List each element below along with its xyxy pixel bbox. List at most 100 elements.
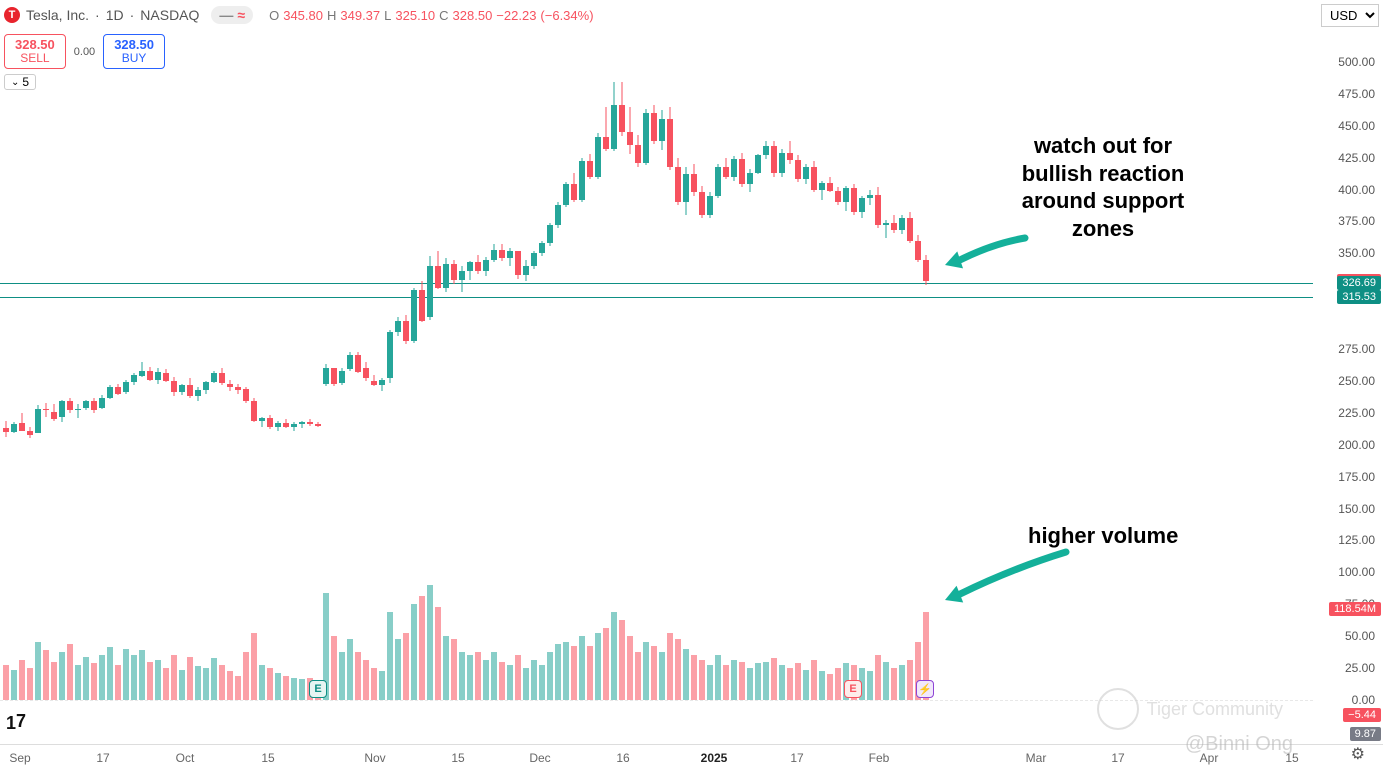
volume-bar: [219, 665, 225, 700]
volume-bar: [731, 660, 737, 700]
time-tick: 17: [1111, 751, 1124, 765]
price-tick: 25.00: [1345, 661, 1375, 675]
volume-bar: [771, 658, 777, 700]
volume-bar: [27, 668, 33, 700]
volume-bar: [275, 673, 281, 700]
volume-bar: [515, 655, 521, 700]
price-tag: 9.87: [1350, 727, 1381, 741]
annotation-volume: higher volume: [1028, 522, 1178, 550]
volume-bar: [867, 671, 873, 700]
price-tag: 118.54M: [1329, 602, 1381, 616]
volume-bar: [411, 604, 417, 700]
volume-bar: [507, 665, 513, 700]
volume-bar: [363, 660, 369, 700]
volume-bar: [419, 596, 425, 700]
price-tick: 400.00: [1338, 183, 1375, 197]
time-tick: 15: [261, 751, 274, 765]
time-tick: 16: [616, 751, 629, 765]
tradingview-logo-icon: 17: [6, 713, 26, 734]
volume-bar: [563, 642, 569, 700]
time-tick: 15: [451, 751, 464, 765]
volume-bar: [763, 662, 769, 700]
time-tick: Dec: [529, 751, 550, 765]
volume-bar: [355, 652, 361, 700]
volume-bar: [723, 665, 729, 700]
volume-bar: [107, 647, 113, 700]
volume-bar: [491, 652, 497, 700]
volume-bar: [299, 679, 305, 700]
volume-bar: [691, 655, 697, 700]
volume-bar: [571, 646, 577, 700]
price-tick: 0.00: [1352, 693, 1375, 707]
volume-bar: [603, 628, 609, 700]
time-tick: Feb: [869, 751, 890, 765]
volume-bar: [795, 663, 801, 700]
volume-bar: [467, 655, 473, 700]
price-tick: 225.00: [1338, 406, 1375, 420]
volume-bar: [899, 665, 905, 700]
chart-canvas[interactable]: E E ⚡: [0, 0, 1313, 740]
volume-bar: [3, 665, 9, 700]
volume-bar: [883, 662, 889, 700]
watermark-handle: @Binni Ong: [1185, 733, 1293, 756]
volume-bar: [827, 674, 833, 700]
volume-bar: [91, 663, 97, 700]
price-axis[interactable]: 0.0025.0050.0075.00100.00125.00150.00175…: [1313, 0, 1383, 740]
time-tick: Mar: [1026, 751, 1047, 765]
volume-bar: [179, 670, 185, 700]
volume-bar: [155, 660, 161, 700]
price-tag: −5.44: [1343, 708, 1381, 722]
event-icon[interactable]: E: [844, 680, 862, 698]
volume-bar: [667, 633, 673, 700]
volume-bar: [51, 662, 57, 700]
price-tick: 475.00: [1338, 87, 1375, 101]
time-tick: Nov: [364, 751, 385, 765]
price-tick: 250.00: [1338, 374, 1375, 388]
price-tick: 375.00: [1338, 214, 1375, 228]
price-tick: 125.00: [1338, 533, 1375, 547]
volume-bar: [427, 585, 433, 700]
volume-bar: [259, 665, 265, 700]
price-tag: 326.69: [1337, 276, 1381, 290]
volume-bar: [475, 652, 481, 700]
volume-bar: [83, 657, 89, 700]
volume-bar: [139, 650, 145, 700]
volume-bar: [19, 660, 25, 700]
volume-bar: [683, 649, 689, 700]
time-tick: 17: [96, 751, 109, 765]
volume-bar: [531, 660, 537, 700]
volume-bar: [11, 670, 17, 700]
volume-bar: [451, 639, 457, 700]
annotation-support: watch out for bullish reaction around su…: [1008, 132, 1198, 242]
volume-bar: [203, 668, 209, 700]
volume-bar: [75, 665, 81, 700]
volume-bar: [555, 644, 561, 700]
volume-bar: [267, 668, 273, 700]
event-icon[interactable]: ⚡: [916, 680, 934, 698]
volume-bar: [211, 658, 217, 700]
time-axis[interactable]: Sep17Oct15Nov15Dec16202517FebMar17Apr15: [0, 744, 1383, 770]
time-tick: 17: [790, 751, 803, 765]
volume-bar: [875, 655, 881, 700]
price-tick: 50.00: [1345, 629, 1375, 643]
event-icon[interactable]: E: [309, 680, 327, 698]
axis-settings-icon[interactable]: ⚙: [1351, 744, 1365, 764]
volume-bar: [891, 668, 897, 700]
price-tick: 450.00: [1338, 119, 1375, 133]
volume-bar: [547, 652, 553, 700]
volume-bar: [403, 633, 409, 700]
volume-bar: [35, 642, 41, 700]
volume-bar: [67, 644, 73, 700]
volume-bar: [147, 662, 153, 700]
volume-bar: [483, 660, 489, 700]
price-tick: 150.00: [1338, 502, 1375, 516]
volume-bar: [43, 650, 49, 700]
volume-bar: [523, 668, 529, 700]
volume-bar: [243, 652, 249, 700]
support-line: [0, 283, 1313, 284]
volume-bar: [587, 646, 593, 700]
volume-bar: [59, 652, 65, 700]
volume-bar: [339, 652, 345, 700]
volume-bar: [371, 668, 377, 700]
volume-bar: [659, 652, 665, 700]
